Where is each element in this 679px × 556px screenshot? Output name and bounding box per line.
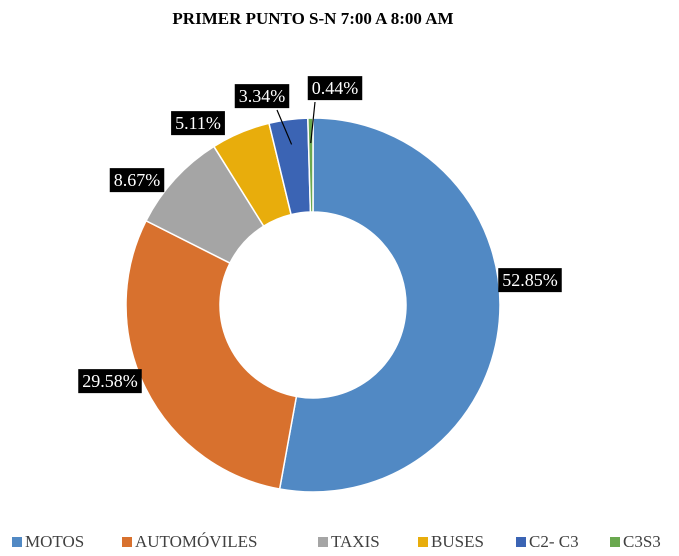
legend-swatch: [516, 537, 526, 547]
legend-swatch: [318, 537, 328, 547]
data-label-box: [234, 84, 290, 109]
legend-label: C2- C3: [529, 532, 579, 551]
legend-swatch: [12, 537, 22, 547]
legend-swatch: [418, 537, 428, 547]
legend-swatch: [610, 537, 620, 547]
legend-label: TAXIS: [331, 532, 380, 551]
data-label-box: [78, 369, 142, 394]
slice: [278, 117, 501, 493]
leader-line: [310, 101, 316, 144]
leader-line: [276, 109, 293, 145]
data-label-box: [498, 268, 562, 293]
data-label: 5.11%: [175, 113, 221, 133]
data-label: 29.58%: [82, 371, 138, 391]
data-label: 52.85%: [502, 270, 558, 290]
data-label-box: [109, 168, 165, 193]
legend-label: MOTOS: [25, 532, 84, 551]
data-label: 0.44%: [312, 78, 359, 98]
slice: [307, 117, 314, 213]
data-label: 8.67%: [114, 170, 161, 190]
chart-title: PRIMER PUNTO S-N 7:00 A 8:00 AM: [172, 9, 453, 28]
legend-label: BUSES: [431, 532, 484, 551]
legend-swatch: [122, 537, 132, 547]
data-label-box: [171, 111, 225, 136]
legend-label: AUTOMÓVILES: [135, 532, 257, 551]
slice: [125, 219, 298, 490]
data-label-box: [307, 76, 363, 101]
data-label: 3.34%: [239, 86, 286, 106]
legend-label: C3S3: [623, 532, 661, 551]
